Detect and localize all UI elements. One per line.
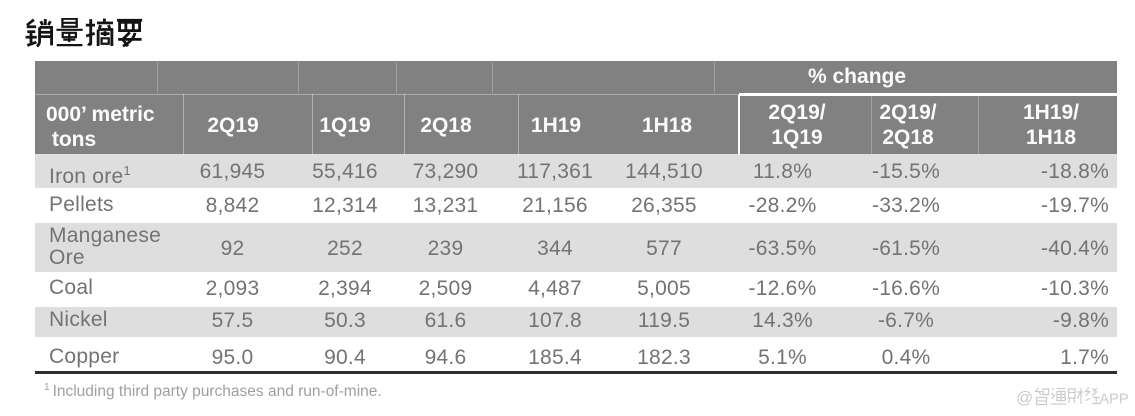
svg-text:APP: APP xyxy=(1100,392,1129,408)
svg-text:@: @ xyxy=(1016,388,1033,407)
